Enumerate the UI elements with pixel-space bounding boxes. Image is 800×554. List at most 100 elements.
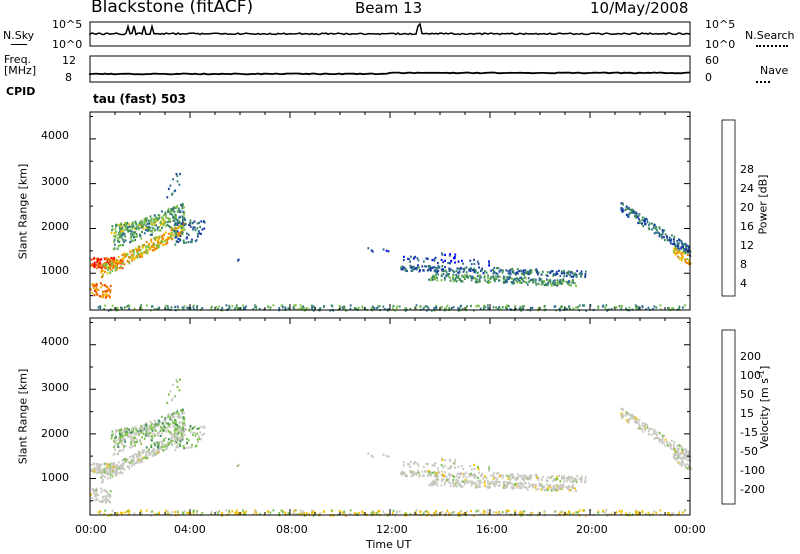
- power-echo-cell: [139, 255, 141, 258]
- power-echo-cell: [557, 281, 559, 284]
- power-echo-cell: [584, 273, 587, 276]
- velocity-echo-cell: [215, 511, 218, 514]
- velocity-echo-cell: [96, 472, 98, 475]
- velocity-echo-cell: [661, 434, 664, 437]
- power-echo-cell: [145, 226, 148, 229]
- power-echo-cell: [169, 232, 172, 235]
- power-echo-cell: [488, 264, 490, 267]
- power-echo-cell: [94, 289, 96, 292]
- power-echo-cell: [383, 307, 386, 310]
- velocity-echo-cell: [507, 475, 509, 478]
- velocity-echo-cell: [131, 462, 134, 465]
- velocity-echo-cell: [484, 484, 486, 487]
- velocity-echo-cell: [668, 444, 671, 447]
- power-echo-cell: [159, 221, 162, 224]
- velocity-echo-cell: [522, 482, 524, 485]
- velocity-echo-cell: [527, 476, 530, 479]
- power-echo-cell: [97, 257, 100, 260]
- power-echo-cell: [520, 309, 523, 312]
- power-echo-cell: [473, 258, 475, 261]
- power-echo-cell: [144, 216, 147, 220]
- power-echo-cell: [148, 246, 151, 249]
- power-echo-cell: [427, 264, 430, 268]
- power-echo-cell: [117, 240, 119, 243]
- velocity-echo-cell: [181, 426, 184, 429]
- power-echo-cell: [184, 218, 186, 221]
- power-echo-cell: [173, 206, 176, 210]
- power-echo-cell: [158, 242, 161, 245]
- velocity-echo-cell: [686, 459, 689, 462]
- velocity-echo-cell: [103, 513, 106, 516]
- power-echo-cell: [141, 230, 143, 233]
- velocity-echo-cell: [142, 451, 145, 454]
- power-echo-cell: [269, 306, 272, 309]
- power-echo-cell: [147, 243, 150, 246]
- power-echo-cell: [556, 279, 559, 282]
- velocity-echo-cell: [109, 469, 112, 472]
- power-echo-cell: [311, 307, 313, 310]
- power-echo-cell: [488, 260, 490, 263]
- power-echo-cell: [493, 266, 496, 269]
- velocity-echo-cell: [237, 512, 239, 515]
- velocity-echo-cell: [487, 482, 489, 485]
- power-echo-cell: [663, 236, 665, 239]
- power-echo-cell: [140, 304, 143, 307]
- velocity-echo-cell: [199, 431, 202, 434]
- nave-tick-low: 0: [705, 71, 712, 84]
- velocity-echo-cell: [96, 489, 98, 492]
- power-echo-cell: [154, 229, 156, 232]
- velocity-echo-cell: [435, 511, 438, 515]
- power-echo-cell: [661, 233, 664, 236]
- power-echo-cell: [519, 276, 521, 279]
- velocity-echo-cell: [461, 480, 463, 483]
- power-echo-cell: [503, 281, 506, 284]
- power-echo-cell: [490, 269, 493, 272]
- power-echo-cell: [97, 288, 100, 291]
- power-echo-cell: [530, 278, 532, 282]
- velocity-echo-cell: [134, 426, 137, 429]
- velocity-echo-cell: [463, 472, 466, 475]
- velocity-echo-cell: [175, 432, 177, 435]
- power-echo-cell: [103, 262, 106, 266]
- power-echo-cell: [126, 253, 129, 256]
- velocity-echo-cell: [287, 512, 290, 515]
- power-echo-cell: [180, 228, 183, 231]
- power-echo-cell: [498, 305, 500, 309]
- velocity-echo-cell: [504, 511, 507, 514]
- velocity-echo-cell: [673, 443, 675, 446]
- velocity-echo-cell: [520, 514, 523, 517]
- power-echo-cell: [492, 272, 495, 275]
- power-echo-cell: [181, 217, 184, 220]
- velocity-echo-cell: [585, 514, 587, 517]
- velocity-echo-cell: [500, 474, 502, 477]
- power-echo-cell: [543, 280, 546, 283]
- velocity-echo-cell: [685, 451, 687, 454]
- power-echo-cell: [558, 269, 560, 272]
- velocity-echo-cell: [147, 450, 149, 454]
- velocity-ytick-3000: 3000: [41, 381, 69, 394]
- velocity-echo-cell: [117, 461, 120, 464]
- velocity-echo-cell: [647, 511, 650, 514]
- velocity-echo-cell: [497, 512, 500, 515]
- power-echo-cell: [520, 276, 522, 279]
- power-echo-cell: [414, 255, 417, 258]
- power-echo-cell: [648, 222, 651, 225]
- velocity-echo-cell: [141, 460, 144, 463]
- power-echo-cell: [460, 267, 463, 270]
- velocity-echo-cell: [142, 430, 145, 433]
- power-echo-cell: [559, 306, 562, 309]
- power-echo-cell: [476, 281, 479, 284]
- velocity-echo-cell: [170, 511, 173, 514]
- velocity-echo-cell: [424, 470, 426, 473]
- power-echo-cell: [172, 215, 175, 218]
- power-echo-cell: [122, 243, 124, 247]
- power-echo-cell: [181, 219, 184, 222]
- power-echo-cell: [142, 224, 145, 228]
- velocity-echo-cell: [507, 510, 510, 513]
- velocity-echo-cell: [150, 422, 153, 426]
- power-echo-cell: [622, 202, 624, 205]
- power-echo-cell: [455, 280, 458, 283]
- power-echo-cell: [456, 267, 459, 270]
- power-echo-cell: [529, 307, 532, 310]
- power-echo-cell: [109, 261, 111, 264]
